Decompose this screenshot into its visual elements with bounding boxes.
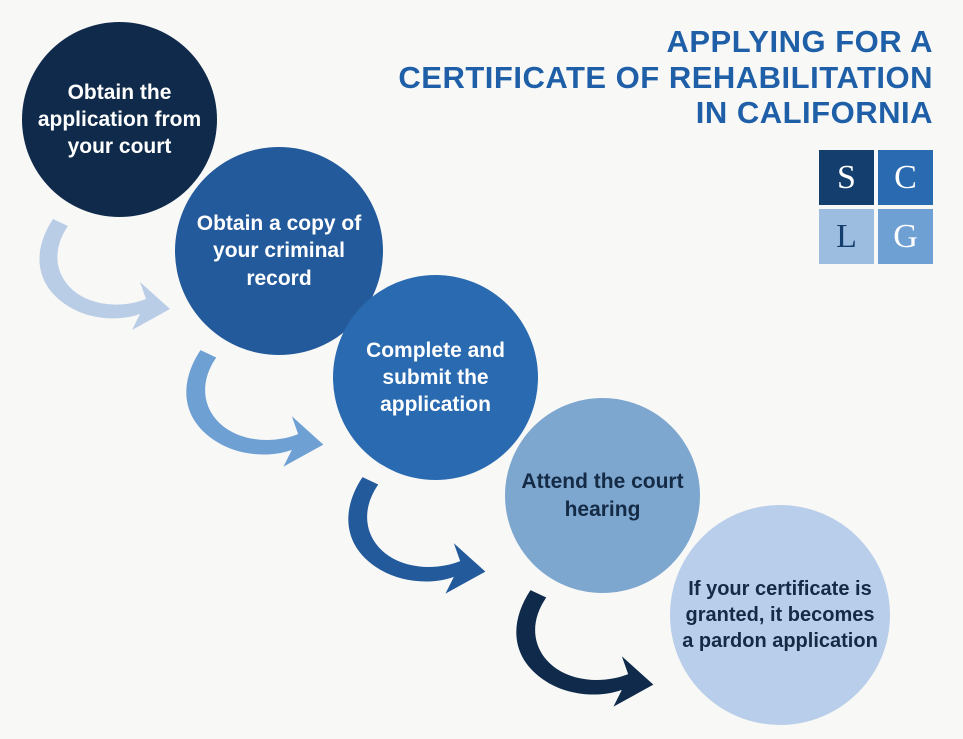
step-circle-5: If your certificate is granted, it becom… <box>670 505 890 725</box>
sclg-logo: S C L G <box>819 150 933 264</box>
flow-arrow-2 <box>174 345 332 476</box>
title-line-3: IN CALIFORNIA <box>398 95 933 131</box>
logo-cell-l: L <box>819 209 874 264</box>
step-circle-4: Attend the court hearing <box>505 398 700 593</box>
flow-arrow-1 <box>28 214 178 339</box>
step-text-5: If your certificate is granted, it becom… <box>680 576 880 654</box>
logo-cell-g: G <box>878 209 933 264</box>
flow-arrow-4 <box>504 585 662 716</box>
page-title: APPLYING FOR A CERTIFICATE OF REHABILITA… <box>398 24 933 131</box>
step-circle-3: Complete and submit the application <box>333 275 538 480</box>
logo-cell-s: S <box>819 150 874 205</box>
title-line-1: APPLYING FOR A <box>398 24 933 60</box>
step-text-2: Obtain a copy of your criminal record <box>185 210 373 292</box>
flow-arrow-3 <box>336 472 494 603</box>
step-text-3: Complete and submit the application <box>343 337 528 419</box>
logo-cell-c: C <box>878 150 933 205</box>
step-text-4: Attend the court hearing <box>515 468 690 523</box>
title-line-2: CERTIFICATE OF REHABILITATION <box>398 60 933 96</box>
step-text-1: Obtain the application from your court <box>32 79 207 161</box>
step-circle-1: Obtain the application from your court <box>22 22 217 217</box>
